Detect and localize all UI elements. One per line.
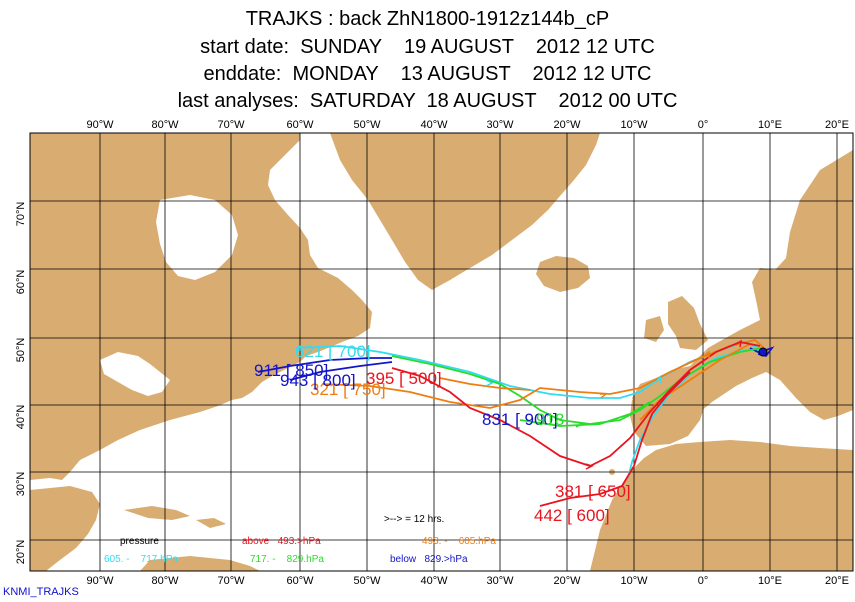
great-lakes — [100, 352, 170, 396]
graticule — [30, 133, 853, 571]
lon-label: 20°E — [825, 575, 849, 587]
trajectory-blue — [257, 357, 392, 373]
label-red-a: 381 [ 650] — [555, 482, 631, 501]
lon-labels-bottom: 90°W 80°W 70°W 60°W 50°W 40°W 30°W 20°W … — [86, 575, 849, 587]
trajectory-labels: 621 [ 700] 911 [ 850] 321 [ 750] 943 [ 8… — [254, 342, 631, 525]
lon-label: 90°W — [86, 575, 114, 587]
lon-label: 10°E — [758, 119, 782, 131]
lat-label: 20°N — [15, 540, 27, 565]
lon-label: 20°E — [825, 119, 849, 131]
legend-orange-range: 493. - 605.hPa — [422, 536, 496, 547]
label-blue-b: 943 [ 800] — [280, 371, 356, 390]
trajectories — [257, 339, 775, 507]
trajectory-blue-2 — [289, 361, 393, 381]
lon-label: 70°W — [217, 575, 245, 587]
label-orange-a: 321 [ 750] — [310, 380, 386, 399]
ireland — [644, 316, 664, 342]
greenland — [330, 133, 600, 290]
lon-label: 20°W — [553, 119, 581, 131]
lon-label: 70°W — [217, 119, 245, 131]
lon-label: 30°W — [486, 575, 514, 587]
legend-below: below 829.>hPa — [390, 554, 468, 565]
lon-label: 80°W — [151, 575, 179, 587]
lat-label: 30°N — [15, 472, 27, 497]
hudson-bay — [156, 195, 238, 280]
lat-label: 50°N — [15, 338, 27, 363]
land-masses — [30, 133, 853, 571]
lon-label: 0° — [698, 119, 709, 131]
britain — [668, 296, 708, 350]
legend-above: above 493.>hPa — [242, 536, 321, 547]
hispaniola — [196, 518, 226, 528]
origin-marker — [758, 347, 768, 357]
credit-label: KNMI_TRAJKS — [3, 586, 79, 598]
lon-labels-top: 90°W 80°W 70°W 60°W 50°W 40°W 30°W 20°W … — [86, 119, 849, 131]
trajectory-orange-2 — [439, 377, 531, 391]
central-america — [30, 486, 100, 571]
lon-label: 20°W — [553, 575, 581, 587]
lon-label: 80°W — [151, 119, 179, 131]
iberia — [630, 394, 706, 446]
cuba — [124, 506, 190, 520]
map-frame — [29, 132, 854, 572]
lon-label: 50°W — [353, 119, 381, 131]
direction-markers — [485, 339, 742, 470]
europe — [632, 150, 853, 422]
label-red-b: 442 [ 600] — [534, 506, 610, 525]
legend-pressure-heading: pressure — [120, 536, 159, 547]
lon-label: 10°W — [620, 575, 648, 587]
legend-cyan-range: 605. - 717.hPa — [104, 554, 178, 565]
legend: >--> = 12 hrs. pressure above 493.>hPa 4… — [104, 514, 496, 565]
trajectory-red — [391, 341, 761, 467]
lat-label: 60°N — [15, 270, 27, 295]
label-cyan-top: 621 [ 700] — [295, 342, 371, 361]
south-america-tip — [140, 556, 260, 571]
lon-label: 60°W — [286, 575, 314, 587]
lon-label: 40°W — [420, 119, 448, 131]
lat-label: 70°N — [15, 202, 27, 227]
label-orange-b: 395 [ 500] — [366, 369, 442, 388]
lon-label: 10°E — [758, 575, 782, 587]
lon-label: 90°W — [86, 119, 114, 131]
lat-labels: 20°N 30°N 40°N 50°N 60°N 70°N — [15, 202, 27, 565]
label-blue-mid: 831 [ 900] — [482, 410, 558, 429]
legend-interval-note: >--> = 12 hrs. — [384, 514, 444, 525]
iceland — [536, 256, 590, 292]
legend-green-range: 717. - 829.hPa — [250, 554, 324, 565]
trajectory-green-2 — [519, 401, 651, 427]
trajectory-red-2 — [539, 371, 691, 507]
lon-label: 30°W — [486, 119, 514, 131]
lat-label: 40°N — [15, 405, 27, 430]
africa — [590, 440, 853, 571]
canada-landmass — [30, 133, 372, 480]
label-green-mid: 918 — [536, 410, 564, 429]
lon-label: 60°W — [286, 119, 314, 131]
lon-label: 10°W — [620, 119, 648, 131]
lon-label: 40°W — [420, 575, 448, 587]
lon-label: 50°W — [353, 575, 381, 587]
trajectory-orange-3 — [639, 343, 751, 421]
label-blue-a: 911 [ 850] — [254, 361, 328, 380]
lon-label: 0° — [698, 575, 709, 587]
